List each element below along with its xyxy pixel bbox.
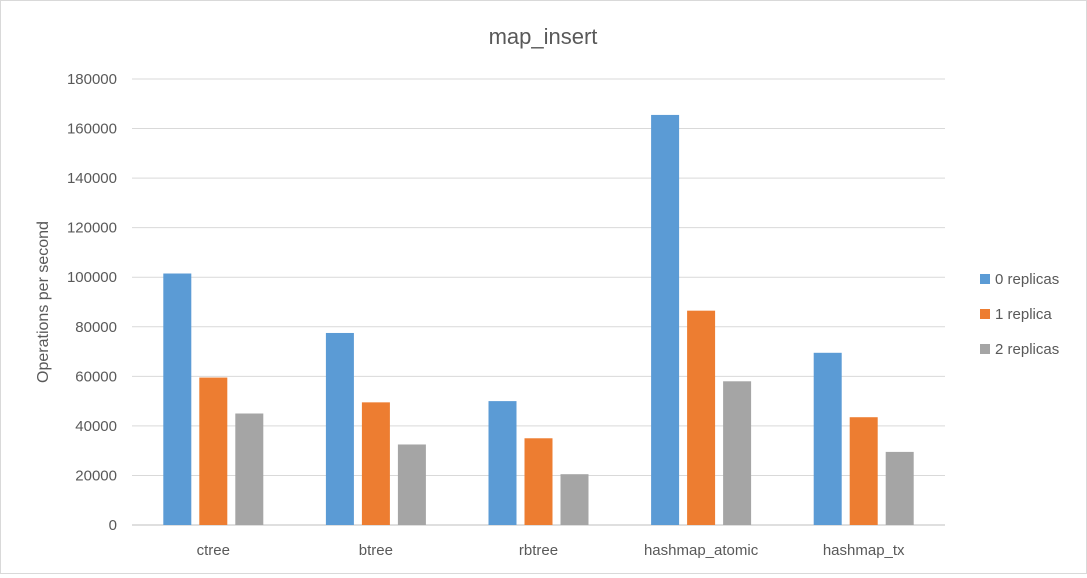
y-axis-ticks: 0 20000 40000 60000 80000 100000 120000 140000 1… (67, 71, 117, 534)
bar-hashmap_atomic-0-replicas (651, 114, 680, 525)
bar-btree-2-replicas (397, 444, 426, 525)
bar-hashmap_atomic-1-replica (687, 310, 716, 525)
y-tick-label: 20000 (75, 467, 117, 484)
x-category-label: ctree (197, 542, 230, 559)
x-category-label: btree (359, 542, 393, 559)
x-axis-categories: ctree btree rbtree hashmap_atomic hashmap_tx (197, 542, 905, 559)
y-tick-label: 120000 (67, 220, 117, 237)
x-category-label: hashmap_tx (823, 542, 905, 559)
bars (163, 114, 914, 525)
gridlines (132, 78, 945, 526)
bar-ctree-2-replicas (235, 413, 264, 525)
legend-entry: 0 replicas (995, 271, 1059, 288)
legend-entry: 2 replicas (995, 341, 1059, 358)
bar-btree-1-replica (361, 402, 390, 525)
x-category-label: hashmap_atomic (644, 542, 759, 559)
y-tick-label: 100000 (67, 269, 117, 286)
x-category-label: rbtree (519, 542, 558, 559)
legend-swatch (980, 274, 990, 284)
y-tick-label: 140000 (67, 170, 117, 187)
bar-ctree-1-replica (199, 377, 228, 525)
bar-hashmap_atomic-2-replicas (723, 381, 752, 525)
legend: 0 replicas 1 replica 2 replicas (980, 271, 1059, 358)
y-tick-label: 0 (109, 517, 117, 534)
bar-btree-0-replicas (325, 332, 354, 525)
bar-rbtree-1-replica (524, 438, 553, 525)
chart-title: map_insert (489, 24, 598, 49)
bar-ctree-0-replicas (163, 273, 192, 525)
y-tick-label: 180000 (67, 71, 117, 88)
y-tick-label: 60000 (75, 368, 117, 385)
y-tick-label: 40000 (75, 418, 117, 435)
legend-swatch (980, 344, 990, 354)
bar-hashmap_tx-1-replica (849, 417, 878, 525)
y-tick-label: 80000 (75, 319, 117, 336)
bar-rbtree-0-replicas (488, 401, 517, 525)
y-axis-label: Operations per second (35, 221, 52, 383)
bar-hashmap_tx-2-replicas (885, 451, 914, 525)
legend-swatch (980, 309, 990, 319)
bar-rbtree-2-replicas (560, 474, 589, 525)
legend-entry: 1 replica (995, 306, 1052, 323)
bar-hashmap_tx-0-replicas (813, 352, 842, 525)
y-tick-label: 160000 (67, 121, 117, 138)
